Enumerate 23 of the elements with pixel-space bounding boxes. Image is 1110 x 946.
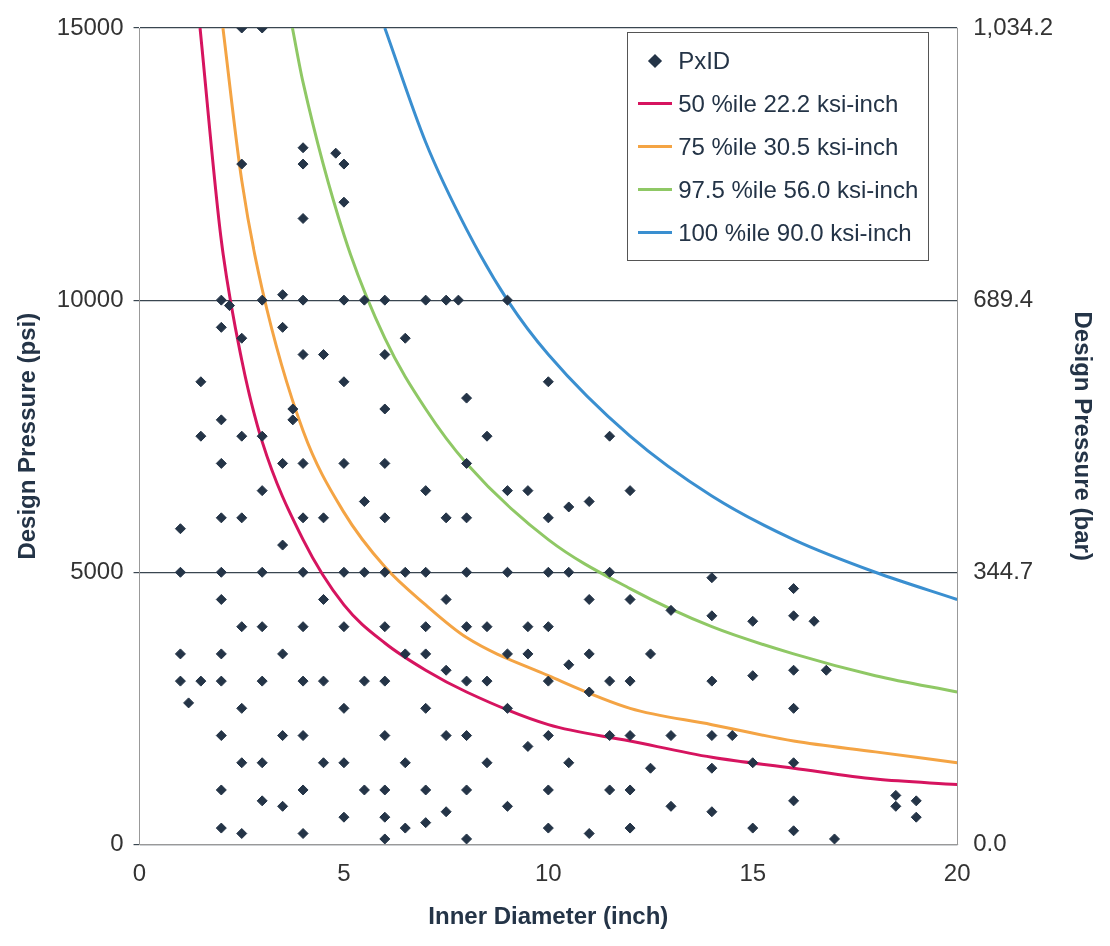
- y-axis-title: Design Pressure (psi): [13, 312, 41, 560]
- x-tick-label: 10: [534, 859, 562, 887]
- x-tick-label: 0: [132, 859, 147, 887]
- y2-axis-title: Design Pressure (bar): [1069, 311, 1097, 561]
- x-tick-label: 5: [337, 859, 351, 887]
- y-tick-label: 0: [110, 829, 124, 857]
- legend-label: PxID: [678, 46, 731, 75]
- line-series: [383, 28, 958, 601]
- y-tick-label: 10000: [56, 284, 124, 312]
- x-tick-label: 20: [943, 859, 971, 887]
- x-axis-title: Inner Diameter (inch): [428, 902, 669, 930]
- legend-label: 75 %ile 30.5 ksi-inch: [678, 132, 899, 161]
- y2-tick-label: 1,034.2: [973, 12, 1054, 40]
- y2-tick-label: 689.4: [973, 284, 1034, 312]
- y2-tick-label: 344.7: [973, 556, 1034, 584]
- y-tick-label: 15000: [56, 12, 124, 40]
- legend-label: 97.5 %ile 56.0 ksi-inch: [678, 175, 919, 204]
- y2-tick-label: 0.0: [973, 829, 1007, 857]
- x-tick-label: 15: [739, 859, 767, 887]
- line-series: [290, 28, 958, 694]
- y-tick-label: 5000: [70, 556, 124, 584]
- legend-label: 50 %ile 22.2 ksi-inch: [678, 89, 899, 118]
- legend-label: 100 %ile 90.0 ksi-inch: [678, 218, 912, 247]
